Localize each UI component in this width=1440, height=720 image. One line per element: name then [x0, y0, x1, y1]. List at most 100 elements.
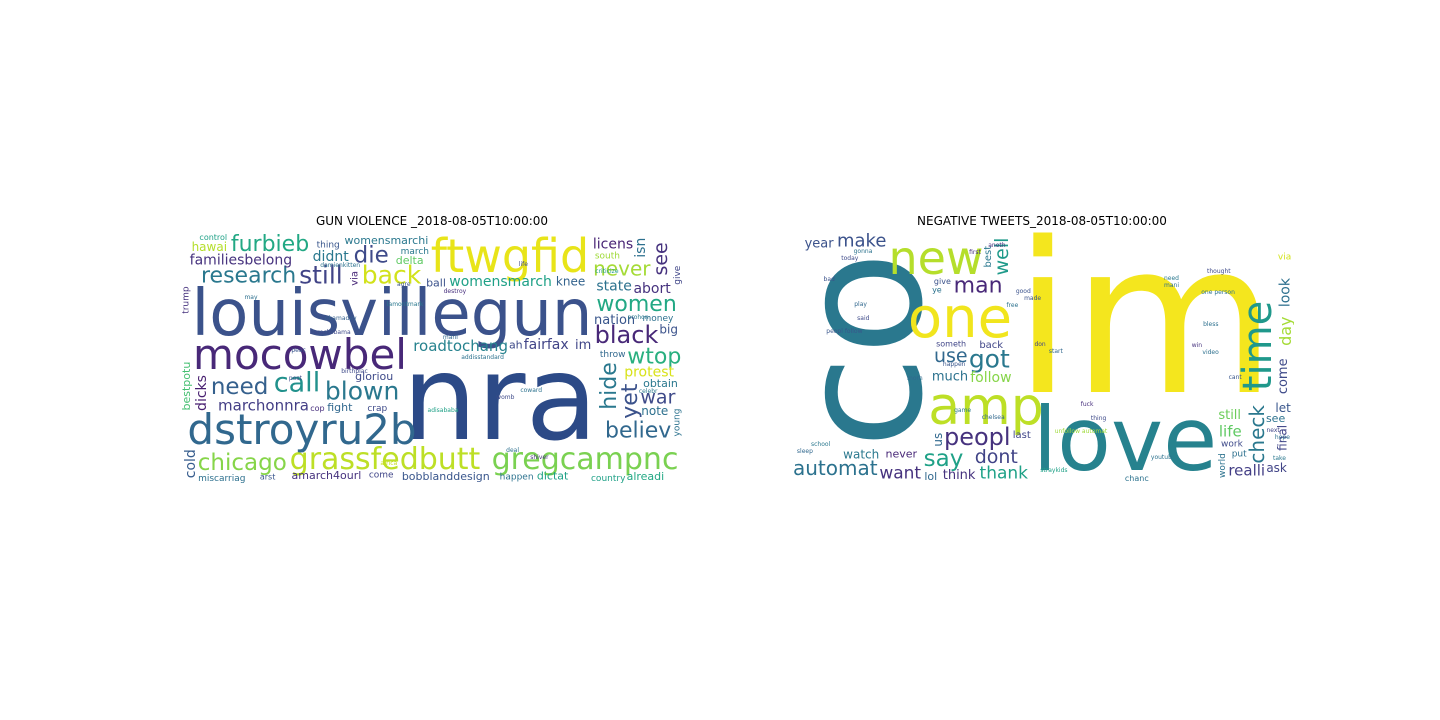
- cloud-word: nra: [402, 329, 598, 467]
- cloud-word: fuck: [1081, 401, 1094, 408]
- cloud-word: cant: [1229, 374, 1243, 381]
- cloud-word: look: [1278, 277, 1294, 307]
- cloud-word: ftwgfid: [431, 232, 589, 283]
- cloud-word: thing: [1091, 415, 1107, 422]
- cloud-word: work: [1221, 440, 1244, 450]
- cloud-word: call: [274, 368, 320, 399]
- cloud-word: let: [1275, 401, 1291, 415]
- cloud-word: women: [596, 292, 676, 317]
- cloud-word: youtub: [1151, 454, 1172, 461]
- cloud-word: peopl follow: [826, 328, 862, 335]
- cloud-word: come: [1276, 358, 1291, 394]
- cloud-word: life: [519, 261, 528, 268]
- cloud-word: day: [1276, 316, 1294, 345]
- cloud-word: thought: [1207, 268, 1231, 275]
- cloud-word: never: [593, 257, 651, 281]
- cloud-word: big: [659, 322, 678, 336]
- cloud-word: im: [575, 338, 591, 353]
- cloud-word: fight: [327, 401, 353, 414]
- cloud-word: destroy: [444, 288, 467, 295]
- cloud-word: gonna: [854, 248, 873, 255]
- cloud-word: sleep: [797, 448, 813, 455]
- cloud-word: use: [934, 345, 968, 367]
- cloud-word: mani: [1164, 282, 1179, 289]
- cloud-word: die: [354, 243, 389, 269]
- cloud-word: give: [673, 265, 683, 285]
- cloud-word: knee: [556, 274, 585, 288]
- cloud-word: someth: [936, 339, 966, 348]
- cloud-word: ah: [509, 339, 523, 352]
- cloud-word: think: [943, 468, 976, 483]
- cloud-word: see: [1266, 412, 1285, 425]
- cloud-word: abort: [633, 281, 671, 297]
- cloud-word: us: [931, 433, 945, 447]
- cloud-word: louisvillegun: [192, 277, 593, 351]
- cloud-word: ye: [932, 286, 942, 295]
- cloud-word: grassfedbutt: [290, 442, 481, 477]
- cloud-word: lol: [924, 470, 937, 483]
- cloud-word: put: [1232, 450, 1247, 460]
- cloud-word: coward: [520, 387, 542, 394]
- cloud-word: believ: [605, 418, 671, 443]
- cloud-word: need: [211, 374, 268, 400]
- cloud-word: trump: [182, 286, 192, 314]
- cloud-word: via: [350, 271, 361, 286]
- cloud-word: ask: [1266, 461, 1287, 475]
- cloud-word: still: [1218, 408, 1241, 423]
- cloud-word: bestpotu: [180, 362, 193, 411]
- cloud-word: don: [1034, 341, 1045, 348]
- cloud-word: co: [790, 251, 961, 448]
- cloud-word: bad: [824, 276, 835, 283]
- cloud-word: yet: [618, 383, 643, 419]
- cloud-word: straykids: [1040, 467, 1067, 474]
- cloud-word: play: [854, 301, 867, 308]
- cloud-word: peopl: [944, 423, 1011, 451]
- cloud-word: chanc: [1125, 474, 1149, 483]
- cloud-word: prohon: [628, 314, 649, 321]
- cloud-word: hawai: [192, 240, 227, 254]
- cloud-word: post: [289, 375, 303, 382]
- cloud-word: check: [1245, 405, 1269, 464]
- cloud-word: today: [841, 255, 859, 262]
- cloud-word: protest: [624, 365, 674, 381]
- cloud-word: want: [879, 464, 921, 484]
- cloud-word: cold: [183, 449, 199, 478]
- cloud-word: im: [1014, 232, 1277, 442]
- cloud-word: crap: [367, 404, 387, 414]
- cloud-word: cop: [310, 404, 324, 413]
- cloud-word: video: [1202, 349, 1219, 356]
- cloud-word: roadtochang: [413, 337, 508, 355]
- cloud-word: thing: [317, 240, 340, 250]
- cloud-word: money: [642, 314, 674, 324]
- cloud-word: throw: [600, 350, 626, 360]
- cloud-word: alreadi: [627, 470, 665, 483]
- cloud-word: wtop: [627, 344, 681, 369]
- left-chart-title: GUN VIOLENCE _2018-08-05T10:00:00: [315, 214, 549, 228]
- cloud-word: man: [954, 274, 1003, 299]
- cloud-word: love: [1033, 388, 1218, 484]
- cloud-word: dont: [975, 446, 1018, 468]
- cloud-word: thank: [980, 464, 1029, 484]
- cloud-word: need: [1164, 275, 1179, 282]
- cloud-word: gregcampnc: [492, 442, 679, 477]
- cloud-word: ball: [426, 277, 446, 290]
- cloud-word: lamontmark: [387, 301, 424, 308]
- cloud-word: womensmarchi: [345, 234, 429, 247]
- cloud-word: good: [1016, 288, 1031, 295]
- cloud-word: hope: [1275, 434, 1290, 441]
- cloud-word: mocowbel: [193, 330, 407, 379]
- cloud-word: shiver: [530, 454, 549, 461]
- cloud-word: chelsea: [982, 414, 1005, 421]
- cloud-word: got: [969, 345, 1010, 374]
- cloud-word: well: [991, 238, 1013, 276]
- cloud-word: amarch4ourl: [292, 469, 362, 482]
- cloud-word: never: [886, 447, 918, 460]
- cloud-word: hide: [597, 362, 622, 410]
- cloud-word: nation: [594, 313, 635, 328]
- cloud-word: damienkitten: [320, 262, 360, 269]
- cloud-word: black: [595, 321, 659, 349]
- cloud-word: dicks: [194, 375, 210, 411]
- cloud-word: bobblanddesign: [402, 470, 490, 483]
- cloud-word: adisababa: [428, 407, 459, 414]
- cloud-word: research: [201, 264, 296, 289]
